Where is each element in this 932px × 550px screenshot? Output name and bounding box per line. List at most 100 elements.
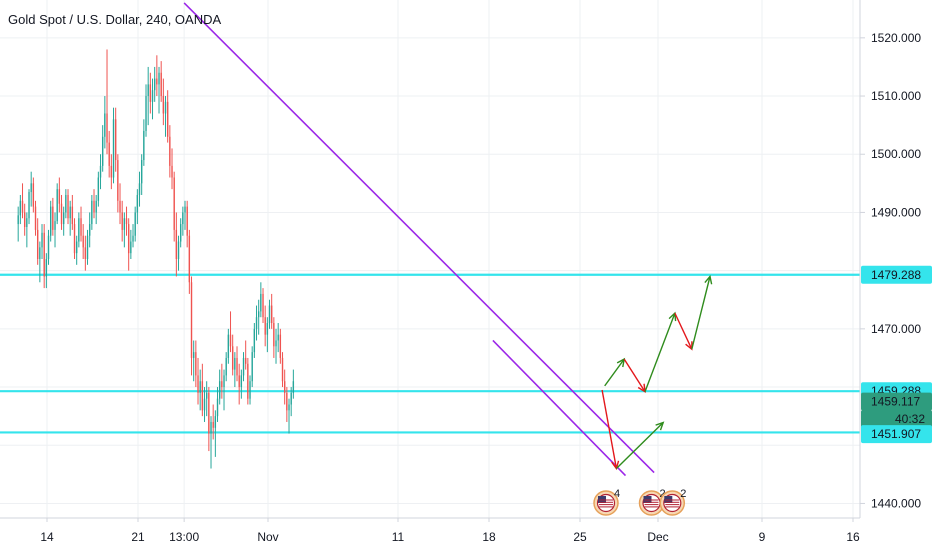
- candle-down: [236, 357, 238, 376]
- candle-up: [210, 421, 212, 434]
- candle-down: [71, 206, 74, 225]
- candle-up: [234, 357, 236, 370]
- candle-down: [121, 212, 123, 230]
- candle-down: [93, 200, 95, 213]
- candle-up: [28, 192, 30, 219]
- candle-down: [171, 165, 173, 178]
- price-tag-label: 1451.907: [871, 427, 921, 441]
- candle-up: [218, 381, 221, 399]
- candle-up: [130, 241, 132, 254]
- candle-down: [283, 381, 286, 393]
- candle-down: [58, 189, 61, 204]
- candle-up: [199, 381, 201, 393]
- candle-up: [205, 392, 208, 399]
- time-tick-label: Nov: [257, 530, 278, 544]
- candle-down: [108, 142, 110, 166]
- candle-up: [255, 317, 258, 329]
- candle-up: [45, 259, 48, 277]
- support-resistance-lines: [0, 273, 860, 434]
- candle-down: [34, 206, 37, 230]
- candle-up: [242, 357, 245, 376]
- candle-up: [69, 206, 71, 219]
- candle-up: [177, 241, 180, 259]
- price-tag-label: 1459.117: [871, 395, 920, 409]
- candle-down: [169, 136, 171, 166]
- event-count-label: 4: [614, 488, 620, 500]
- time-axis-area[interactable]: [0, 518, 932, 550]
- candle-down: [80, 218, 82, 236]
- candle-down: [273, 323, 275, 347]
- candle-down: [119, 200, 121, 213]
- candle-down: [84, 247, 87, 259]
- candle-up: [88, 224, 91, 236]
- candle-down: [281, 357, 284, 382]
- candle-up: [249, 381, 251, 399]
- projection-arrow: [644, 311, 677, 392]
- candle-up: [253, 328, 256, 353]
- time-tick-label: 9: [759, 530, 766, 544]
- event-count-label: 2: [660, 488, 666, 500]
- arrow-shaft: [604, 358, 625, 387]
- candle-down: [188, 235, 191, 283]
- time-tick-label: 13:00: [169, 530, 199, 544]
- candle-up: [151, 90, 154, 102]
- candle-up: [91, 200, 93, 225]
- channel-lines: [183, 2, 655, 477]
- candle-up: [41, 232, 43, 248]
- candle-up: [214, 416, 217, 428]
- projection-arrows: [601, 274, 713, 471]
- arrow-shaft: [615, 422, 664, 470]
- candle-down: [270, 305, 273, 324]
- arrow-shaft: [623, 358, 646, 393]
- time-tick-label: 11: [392, 530, 405, 544]
- candle-up: [99, 165, 102, 178]
- economic-event-marker[interactable]: 4: [593, 488, 620, 516]
- candle-down: [73, 224, 76, 254]
- price-tick-label: 1500.000: [871, 147, 921, 161]
- candle-down: [279, 334, 282, 358]
- candle-up: [184, 206, 186, 213]
- trend-line: [183, 2, 655, 474]
- candle-up: [260, 293, 262, 312]
- economic-event-marker[interactable]: 2: [659, 488, 686, 516]
- candle-down: [190, 282, 193, 358]
- candle-down: [60, 203, 63, 225]
- candle-down: [262, 293, 264, 318]
- candle-down: [160, 72, 162, 97]
- candle-up: [132, 235, 134, 242]
- candle-up: [290, 392, 292, 405]
- candle-up: [78, 218, 80, 242]
- candle-up: [47, 235, 50, 259]
- price-tag-label: 1479.288: [871, 268, 921, 282]
- candle-up: [153, 78, 156, 91]
- candle-up: [62, 212, 65, 225]
- price-tag: 40:32: [861, 410, 932, 429]
- candle-down: [173, 177, 175, 230]
- candle-up: [251, 352, 253, 382]
- price-tick-label: 1490.000: [871, 205, 921, 219]
- price-tag-background: [861, 392, 932, 411]
- candle-up: [86, 235, 89, 259]
- candle-down: [23, 212, 26, 227]
- price-tag-background: [861, 425, 932, 444]
- economic-events[interactable]: 4 2 2: [593, 488, 686, 516]
- candle-up: [136, 194, 139, 213]
- candle-down: [52, 206, 54, 230]
- candle-up: [216, 398, 219, 417]
- candle-down: [117, 160, 119, 201]
- time-tick-label: Dec: [647, 530, 668, 544]
- time-tick-label: 16: [846, 530, 860, 544]
- price-tick-label: 1440.000: [871, 496, 921, 510]
- candle-down: [125, 218, 128, 225]
- candle-down: [186, 206, 188, 236]
- candle-up: [104, 113, 106, 137]
- candle-up: [49, 206, 52, 236]
- candle-down: [106, 113, 108, 143]
- candle-down: [286, 392, 288, 411]
- candle-up: [138, 183, 141, 195]
- arrow-head: [704, 274, 713, 285]
- candle-down: [21, 200, 24, 213]
- economic-event-marker[interactable]: 2: [638, 488, 666, 516]
